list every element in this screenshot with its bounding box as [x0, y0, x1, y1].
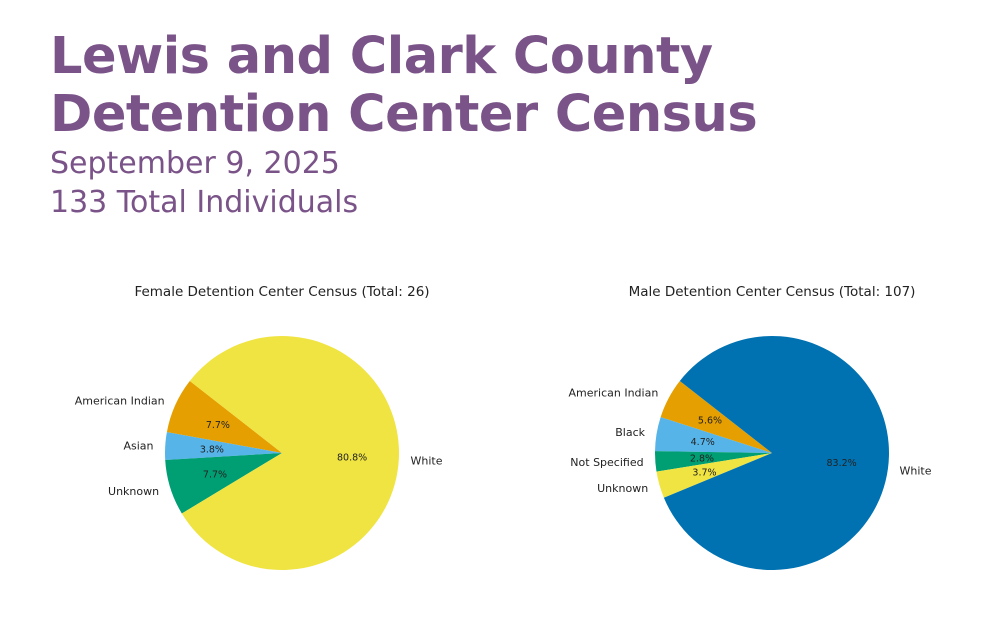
- pie-slice-white: [181, 335, 400, 570]
- slice-percent-unknown: 7.7%: [203, 469, 227, 480]
- page-title-line-1: Lewis and Clark County: [50, 27, 713, 86]
- slice-percent-asian: 3.8%: [200, 444, 224, 455]
- slice-label-american-indian: American Indian: [568, 387, 658, 400]
- slice-label-white: White: [411, 455, 443, 468]
- pie-slice-unknown: [656, 453, 772, 498]
- pie-slice-american-indian: [660, 380, 772, 453]
- pie-slice-white: [663, 336, 889, 571]
- slice-label-asian: Asian: [123, 439, 153, 452]
- slice-percent-american-indian: 7.7%: [206, 420, 230, 431]
- slice-percent-white: 80.8%: [337, 453, 367, 464]
- slice-label-american-indian: American Indian: [75, 394, 165, 407]
- pie-slice-black: [655, 417, 772, 453]
- pie-slice-not-specified: [655, 451, 772, 472]
- slice-label-not-specified: Not Specified: [570, 456, 643, 469]
- total-individuals: 133 Total Individuals: [50, 185, 359, 220]
- slice-percent-not-specified: 2.8%: [690, 454, 714, 465]
- slice-label-unknown: Unknown: [108, 485, 159, 498]
- female-census-pie-chart: Female Detention Center Census (Total: 2…: [75, 284, 443, 570]
- slice-percent-unknown: 3.7%: [692, 468, 716, 479]
- census-date: September 9, 2025: [50, 146, 340, 181]
- male-census-pie-chart: Male Detention Center Census (Total: 107…: [568, 284, 932, 571]
- slice-label-white: White: [900, 464, 932, 477]
- chart-title: Male Detention Center Census (Total: 107…: [629, 284, 916, 300]
- slice-percent-white: 83.2%: [827, 458, 857, 469]
- slice-percent-american-indian: 5.6%: [698, 416, 722, 427]
- slice-percent-black: 4.7%: [691, 437, 715, 448]
- pie-slice-american-indian: [166, 380, 282, 453]
- pie-slice-asian: [165, 432, 282, 460]
- slice-label-unknown: Unknown: [597, 482, 648, 495]
- page-heading: Lewis and Clark County Detention Center …: [50, 27, 758, 222]
- slice-label-black: Black: [615, 426, 645, 439]
- pie-slice-unknown: [165, 453, 282, 514]
- page-title-line-2: Detention Center Census: [50, 85, 758, 144]
- chart-title: Female Detention Center Census (Total: 2…: [134, 284, 429, 300]
